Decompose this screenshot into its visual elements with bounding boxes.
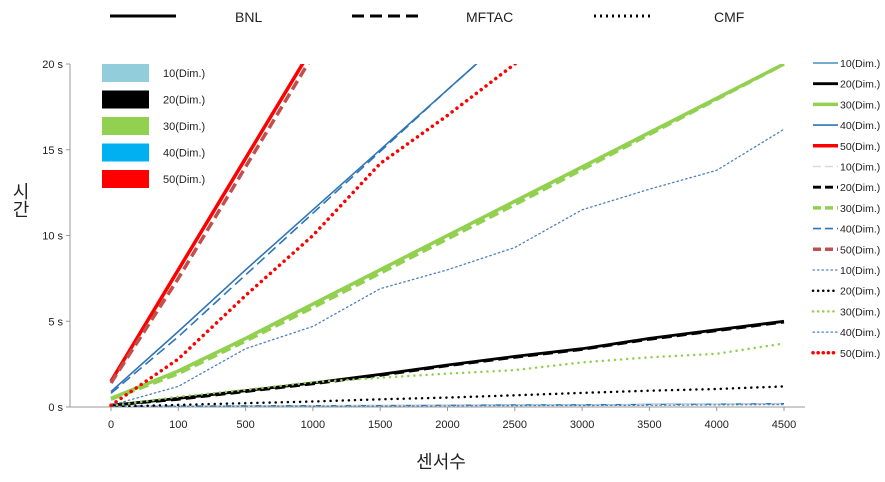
dim-legend-label: 40(Dim.) <box>163 148 205 160</box>
dim-legend-swatch <box>102 90 149 109</box>
y-tick-label: 0 s <box>48 402 63 414</box>
y-tick-label: 15 s <box>42 145 63 157</box>
series-legend: 10(Dim.) 20(Dim.) 30(Dim.) 40(Dim.) 50(Dim.)… <box>811 58 880 360</box>
series-line-bnl-40dim <box>110 64 478 393</box>
series-legend-label: 20(Dim.) <box>840 286 880 298</box>
x-tick-label: 2500 <box>503 419 527 431</box>
dim-legend-label: 50(Dim.) <box>163 174 205 186</box>
series-legend-label: 50(Dim.) <box>840 348 880 360</box>
series-legend-label: 40(Dim.) <box>840 224 880 236</box>
method-legend: BNL MFTAC CMF <box>110 9 744 25</box>
dim-legend-label: 30(Dim.) <box>163 121 205 133</box>
x-ticks: 0 100 500 1000 1500 2000 2500 3000 3500 4000 4500 <box>108 407 796 431</box>
series-legend-label: 30(Dim.) <box>840 203 880 215</box>
dim-legend-swatch <box>102 143 149 162</box>
dim-legend-label: 10(Dim.) <box>163 68 205 80</box>
plot-lines <box>109 64 786 407</box>
y-ticks: 0 s 5 s 10 s 15 s 20 s <box>42 59 70 414</box>
x-axis-title: 센서수 <box>416 452 466 472</box>
y-tick-label: 10 s <box>42 231 63 243</box>
series-legend-label: 20(Dim.) <box>840 182 880 194</box>
series-line-cmf-40dim <box>110 128 785 406</box>
series-legend-label: 40(Dim.) <box>840 120 880 132</box>
dim-legend-label: 20(Dim.) <box>163 95 205 107</box>
series-line-mftac-50dim <box>109 64 310 384</box>
x-tick-label: 100 <box>169 419 187 431</box>
x-tick-label: 4500 <box>772 419 796 431</box>
series-legend-label: 40(Dim.) <box>840 327 880 339</box>
series-line-mftac-40dim <box>110 64 478 394</box>
dim-legend-swatch <box>102 170 149 188</box>
series-legend-label: 10(Dim.) <box>840 58 880 70</box>
dim-legend-swatch <box>102 64 149 82</box>
series-line-bnl-30dim <box>110 64 785 401</box>
series-line-bnl-50dim <box>109 64 305 383</box>
x-tick-label: 3000 <box>570 419 594 431</box>
series-line-cmf-20dim <box>109 385 786 407</box>
legend-label-mftac: MFTAC <box>466 9 513 25</box>
dim-legend-swatch <box>102 117 149 135</box>
series-legend-label: 10(Dim.) <box>840 265 880 277</box>
series-legend-label: 20(Dim.) <box>840 79 880 91</box>
series-legend-label: 10(Dim.) <box>840 162 880 174</box>
x-tick-label: 2000 <box>435 419 459 431</box>
x-tick-label: 1500 <box>368 419 392 431</box>
x-tick-label: 500 <box>236 419 254 431</box>
legend-label-bnl: BNL <box>235 9 262 25</box>
y-tick-label: 20 s <box>42 59 63 71</box>
x-tick-label: 1000 <box>301 419 325 431</box>
series-legend-label: 50(Dim.) <box>840 244 880 256</box>
series-line-cmf-10dim <box>110 404 785 407</box>
series-legend-label: 50(Dim.) <box>840 141 880 153</box>
dimension-legend: 10(Dim.) 20(Dim.) 30(Dim.) 40(Dim.) 50(Dim.) <box>102 64 205 188</box>
x-tick-label: 4000 <box>704 419 728 431</box>
series-line-mftac-20dim <box>110 320 785 407</box>
y-tick-label: 5 s <box>48 316 63 328</box>
x-tick-label: 0 <box>108 419 114 431</box>
series-line-mftac-30dim <box>110 64 785 401</box>
series-legend-label: 30(Dim.) <box>840 306 880 318</box>
legend-label-cmf: CMF <box>714 9 744 25</box>
series-line-cmf-50dim <box>109 64 518 407</box>
y-axis-title: 시간 <box>10 182 30 218</box>
x-tick-label: 3500 <box>637 419 661 431</box>
series-legend-label: 30(Dim.) <box>840 99 880 111</box>
